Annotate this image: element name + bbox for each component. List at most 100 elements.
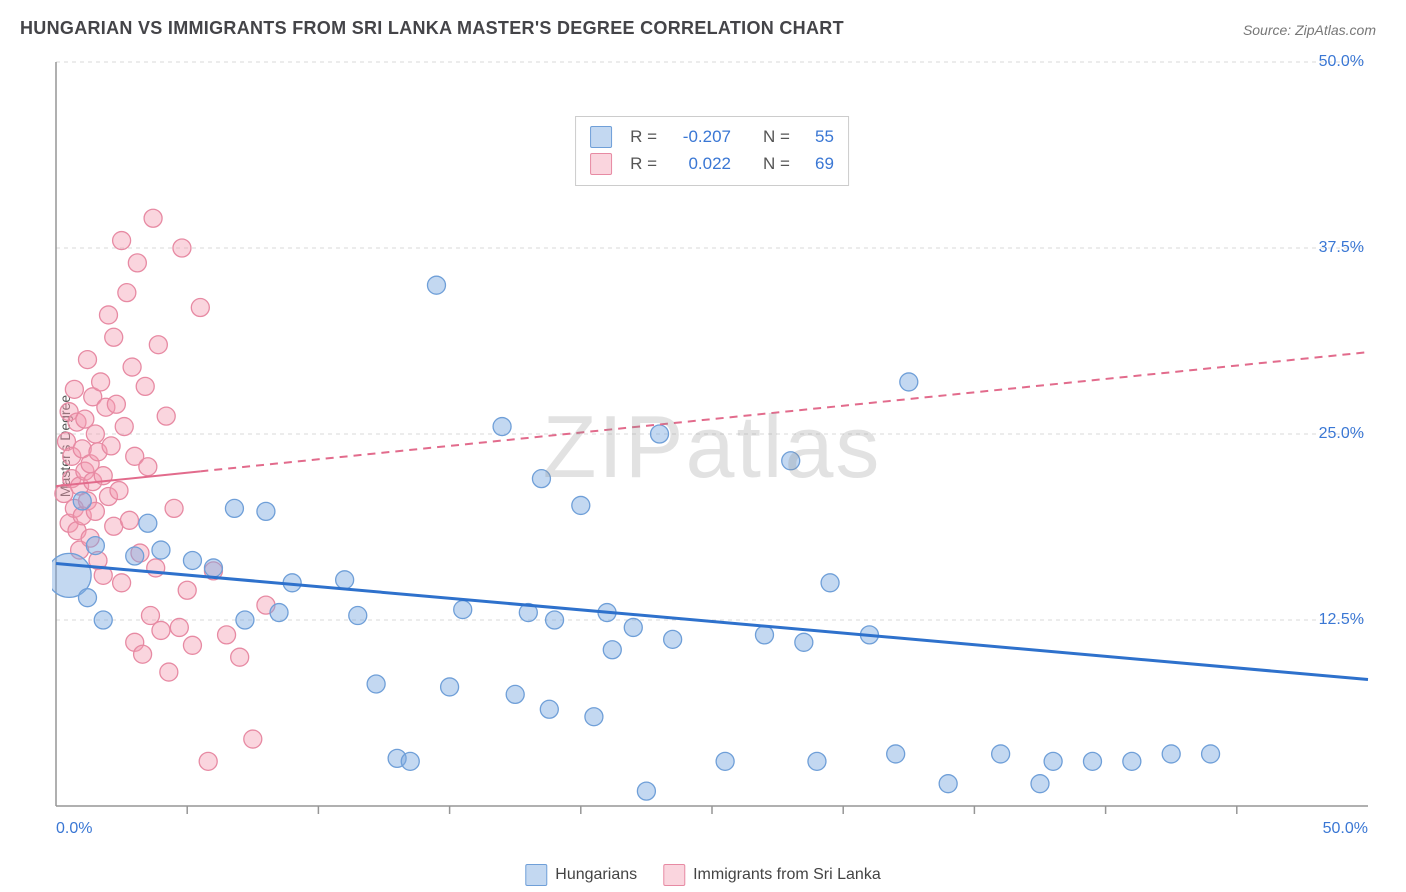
srilanka-point (136, 377, 154, 395)
legend-swatch (590, 153, 612, 175)
srilanka-point (99, 306, 117, 324)
srilanka-point (165, 499, 183, 517)
srilanka-point (123, 358, 141, 376)
y-tick-label: 37.5% (1319, 239, 1364, 257)
hungarians-point (821, 574, 839, 592)
hungarians-point (939, 775, 957, 793)
chart-title: HUNGARIAN VS IMMIGRANTS FROM SRI LANKA M… (20, 18, 844, 39)
r-label: R = (630, 123, 657, 150)
hungarians-point (808, 752, 826, 770)
srilanka-point (92, 373, 110, 391)
srilanka-point (86, 425, 104, 443)
hungarians-point (401, 752, 419, 770)
correlation-legend: R = -0.207 N = 55 R = 0.022 N = 69 (575, 116, 849, 186)
hungarians-point (1083, 752, 1101, 770)
hungarians-point (572, 496, 590, 514)
hungarians-point (624, 618, 642, 636)
srilanka-point (113, 574, 131, 592)
hungarians-point (887, 745, 905, 763)
hungarians-point (441, 678, 459, 696)
hungarians-point (546, 611, 564, 629)
hungarians-point (1162, 745, 1180, 763)
legend-item: Hungarians (525, 864, 637, 886)
legend-row: R = -0.207 N = 55 (590, 123, 834, 150)
hungarians-point (152, 541, 170, 559)
srilanka-point (128, 254, 146, 272)
x-tick-label: 0.0% (56, 820, 92, 838)
srilanka-point (115, 418, 133, 436)
srilanka-point (183, 636, 201, 654)
legend-item: Immigrants from Sri Lanka (663, 864, 881, 886)
legend-swatch (663, 864, 685, 886)
legend-row: R = 0.022 N = 69 (590, 150, 834, 177)
hungarians-point (1031, 775, 1049, 793)
n-value: 69 (800, 150, 834, 177)
hungarians-point (126, 547, 144, 565)
chart-area: ZIPatlas 12.5%25.0%37.5%50.0% 0.0%50.0% … (52, 58, 1372, 836)
r-label: R = (630, 150, 657, 177)
srilanka-point (178, 581, 196, 599)
srilanka-point (199, 752, 217, 770)
srilanka-point (134, 645, 152, 663)
hungarians-point (716, 752, 734, 770)
hungarians-point (139, 514, 157, 532)
r-value: 0.022 (667, 150, 731, 177)
hungarians-point (664, 630, 682, 648)
hungarians-point (204, 559, 222, 577)
hungarians-point (585, 708, 603, 726)
hungarians-point (532, 470, 550, 488)
hungarians-point (94, 611, 112, 629)
legend-swatch (590, 126, 612, 148)
hungarians-point (755, 626, 773, 644)
series-legend: Hungarians Immigrants from Sri Lanka (525, 864, 880, 886)
hungarians-point (603, 641, 621, 659)
n-value: 55 (800, 123, 834, 150)
hungarians-point (1123, 752, 1141, 770)
legend-label: Immigrants from Sri Lanka (693, 866, 881, 883)
y-tick-label: 50.0% (1319, 53, 1364, 71)
y-tick-label: 12.5% (1319, 611, 1364, 629)
hungarians-point (225, 499, 243, 517)
srilanka-point (118, 284, 136, 302)
hungarians-point (86, 537, 104, 555)
srilanka-point (173, 239, 191, 257)
srilanka-point (231, 648, 249, 666)
srilanka-point (65, 380, 83, 398)
hungarians-point (257, 502, 275, 520)
srilanka-point (152, 621, 170, 639)
srilanka-point (160, 663, 178, 681)
hungarians-point (183, 551, 201, 569)
hungarians-point (1044, 752, 1062, 770)
hungarians-point (78, 589, 96, 607)
hungarians-point (270, 604, 288, 622)
legend-swatch (525, 864, 547, 886)
srilanka-point (191, 299, 209, 317)
srilanka-point (105, 328, 123, 346)
srilanka-point (244, 730, 262, 748)
hungarians-point (427, 276, 445, 294)
hungarians-point (540, 700, 558, 718)
srilanka-point (110, 482, 128, 500)
srilanka-point (157, 407, 175, 425)
srilanka-point (120, 511, 138, 529)
hungarians-point (493, 418, 511, 436)
legend-label: Hungarians (555, 866, 637, 883)
srilanka-point (78, 351, 96, 369)
hungarians-point (992, 745, 1010, 763)
srilanka-point (139, 458, 157, 476)
source-attribution: Source: ZipAtlas.com (1243, 22, 1376, 38)
hungarians-point (454, 601, 472, 619)
hungarians-point (73, 492, 91, 510)
n-label: N = (763, 150, 790, 177)
n-label: N = (763, 123, 790, 150)
r-value: -0.207 (667, 123, 731, 150)
srilanka-point (107, 395, 125, 413)
srilanka-point (170, 618, 188, 636)
hungarians-point (651, 425, 669, 443)
srilanka-point (102, 437, 120, 455)
hungarians-point (1202, 745, 1220, 763)
hungarians-point (795, 633, 813, 651)
hungarians-point (336, 571, 354, 589)
hungarians-point (236, 611, 254, 629)
srilanka-point (144, 209, 162, 227)
